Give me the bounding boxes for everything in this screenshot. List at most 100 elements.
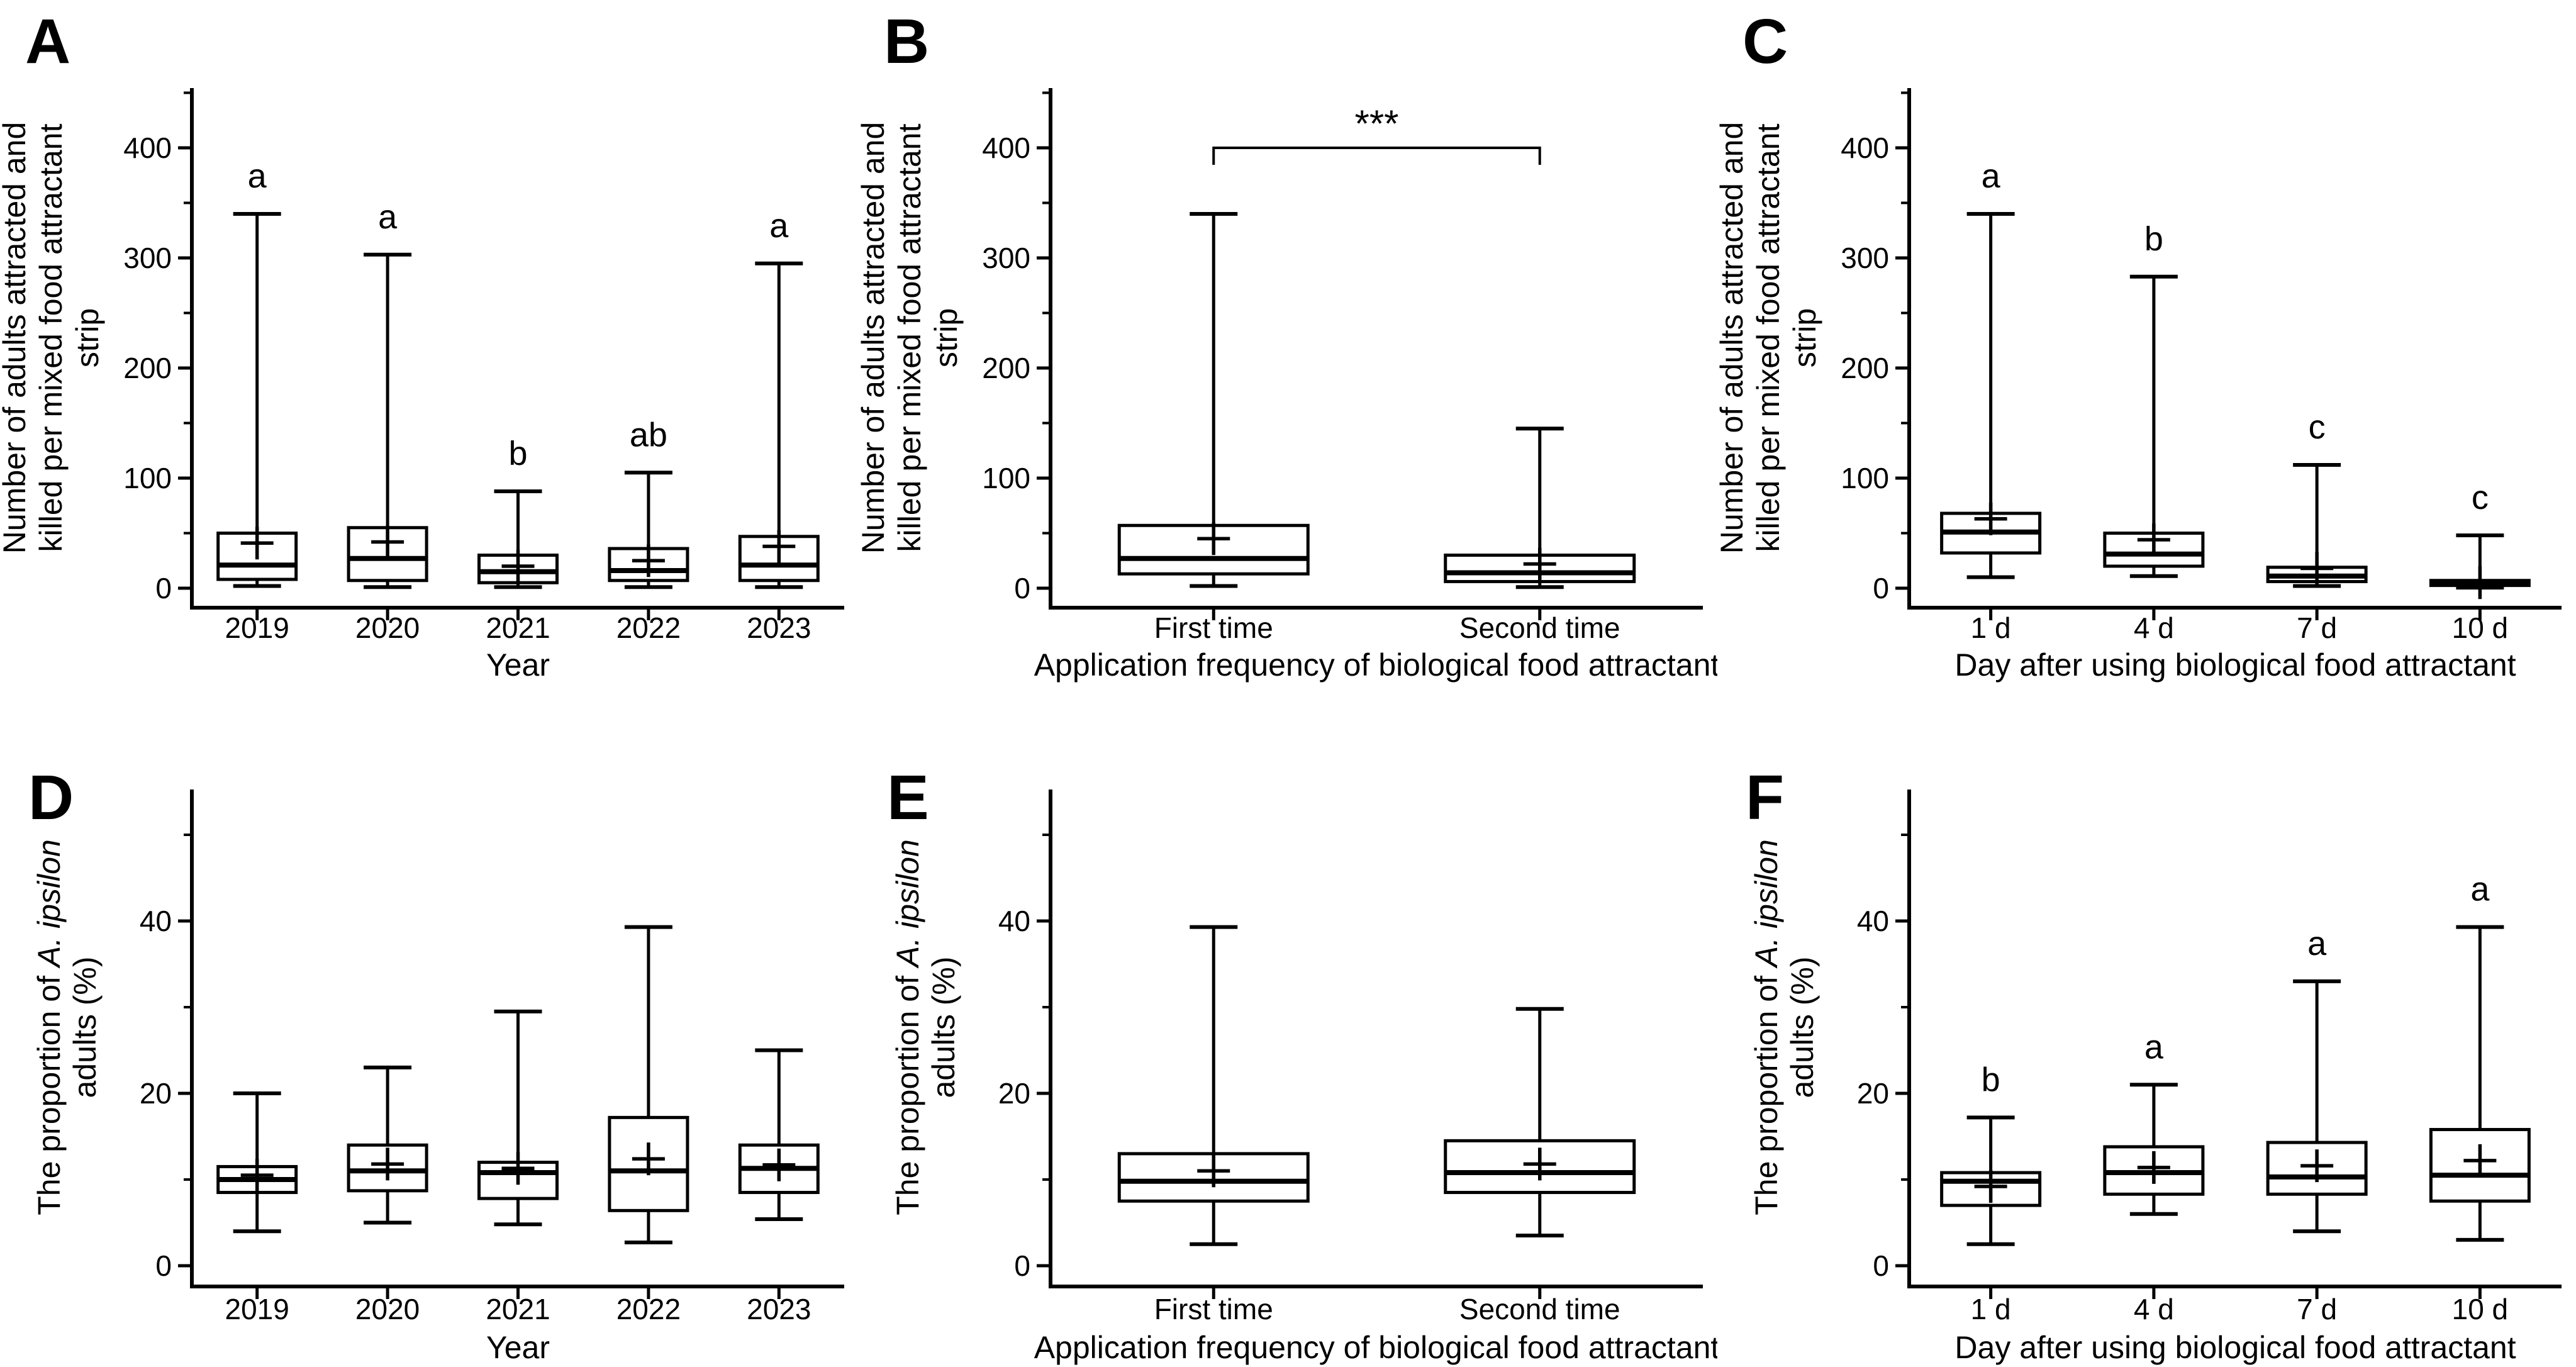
y-tick-label: 0: [1014, 1249, 1030, 1282]
significance-letter: b: [1982, 1061, 2000, 1098]
x-category-label: 1 d: [1971, 1293, 2011, 1325]
panel-F-x-axis-label: Day after using biological food attracta…: [1954, 1330, 2516, 1365]
significance-letter: c: [2309, 408, 2326, 446]
y-tick-label: 20: [140, 1077, 172, 1110]
panel-F-y-axis-label-line-1: The proportion of A. ipsilon: [1749, 839, 1784, 1215]
panel-B-box-First-time: First time: [1117, 212, 1310, 644]
panel-A-box-2022: ab 2022: [608, 416, 689, 644]
panel-E-box-First-time: First time: [1117, 925, 1310, 1325]
y-tick-label: 200: [1841, 352, 1889, 384]
x-category-label: 2021: [486, 1293, 550, 1325]
y-tick-label: 0: [1014, 572, 1030, 605]
x-category-label: Second time: [1459, 1293, 1620, 1325]
x-category-label: 2022: [616, 611, 681, 644]
panel-E-box-Second-time: Second time: [1444, 1007, 1636, 1325]
panel-A: A Number of adults attracted and killed pe…: [0, 6, 844, 683]
panel-C-box-7-d: c 7 d: [2266, 408, 2368, 644]
x-category-label: First time: [1154, 1293, 1273, 1325]
significance-letter: a: [2470, 871, 2490, 908]
panel-A-box-2019: a 2019: [216, 157, 298, 644]
panel-E-x-axis-label: Application frequency of biological food…: [1034, 1330, 1717, 1365]
panel-C-y-axis-label-line-2: killed per mixed food attractant: [1751, 123, 1786, 552]
panel-F-box-4-d: a 4 d: [2103, 1028, 2205, 1325]
significance-letter: a: [378, 198, 398, 236]
y-tick-label: 40: [998, 905, 1030, 937]
significance-bracket: [1212, 147, 1541, 165]
panel-C-box-1-d: a 1 d: [1940, 157, 2042, 644]
y-tick-label: 20: [998, 1077, 1030, 1110]
significance-letter: a: [2144, 1028, 2164, 1066]
x-category-label: 2020: [355, 1293, 420, 1325]
x-category-label: 7 d: [2297, 1293, 2337, 1325]
panel-C-x-axis-label: Day after using biological food attracta…: [1954, 647, 2516, 683]
panel-F-box-7-d: a 7 d: [2266, 925, 2368, 1325]
x-category-label: 4 d: [2134, 611, 2174, 644]
panel-F-box-1-d: b 1 d: [1940, 1061, 2042, 1325]
x-category-label: 10 d: [2452, 611, 2509, 644]
x-category-label: First time: [1154, 611, 1273, 644]
panel-C-letter: C: [1742, 6, 1788, 77]
panel-D-letter: D: [28, 762, 74, 833]
panel-D-box-2019: 2019: [216, 1091, 298, 1325]
y-tick-label: 300: [1841, 242, 1889, 274]
y-tick-label: 400: [982, 131, 1030, 164]
significance-stars: ***: [1354, 103, 1398, 145]
panel-B-x-axis-label: Application frequency of biological food…: [1034, 647, 1717, 683]
y-tick-label: 100: [982, 462, 1030, 494]
panel-D-box-2020: 2020: [347, 1065, 428, 1325]
panel-C-box-10-d: c 10 d: [2429, 479, 2531, 644]
x-category-label: 2021: [486, 611, 550, 644]
y-tick-label: 0: [1873, 1249, 1889, 1282]
panel-D-y-axis-label-line-2: adults (%): [67, 956, 103, 1098]
panel-A-y-axis-label-line-2: killed per mixed food attractant: [33, 123, 69, 552]
y-tick-label: 300: [123, 242, 172, 274]
panel-B-y-axis-label-line-1: Number of adults attracted and: [859, 122, 891, 554]
significance-letter: b: [2144, 220, 2163, 258]
significance-letter: b: [508, 435, 527, 472]
panel-B: B Number of adults attracted and killed pe…: [859, 6, 1717, 683]
panel-A-x-axis-label: Year: [486, 647, 550, 683]
panel-B-box-Second-time: Second time: [1444, 427, 1636, 644]
y-tick-label: 200: [123, 352, 172, 384]
x-category-label: 2020: [355, 611, 420, 644]
y-tick-label: 0: [155, 1249, 172, 1282]
y-tick-label: 400: [1841, 131, 1889, 164]
panel-D-x-axis-label: Year: [486, 1330, 550, 1365]
x-category-label: 4 d: [2134, 1293, 2174, 1325]
panel-A-box-2023: a 2023: [738, 207, 820, 644]
x-category-label: 2019: [225, 611, 289, 644]
significance-letter: a: [769, 207, 789, 245]
panel-C-box-4-d: b 4 d: [2103, 220, 2205, 644]
x-category-label: Second time: [1459, 611, 1620, 644]
y-tick-label: 40: [140, 905, 172, 937]
x-category-label: 1 d: [1971, 611, 2011, 644]
x-category-label: 2023: [747, 611, 811, 644]
panel-E-y-axis-label-line-2: adults (%): [926, 956, 961, 1098]
x-category-label: 7 d: [2297, 611, 2337, 644]
y-tick-label: 40: [1857, 905, 1889, 937]
panel-C-y-axis-label-line-3: strip: [1787, 308, 1822, 367]
panel-D-box-2022: 2022: [608, 925, 689, 1325]
panel-D-y-axis-label-line-1: The proportion of A. ipsilon: [31, 839, 67, 1215]
y-tick-label: 0: [1873, 572, 1889, 605]
panel-A-letter: A: [25, 6, 70, 77]
panel-B-y-axis-label-line-3: strip: [928, 308, 964, 367]
panel-B-y-axis-label-line-2: killed per mixed food attractant: [892, 123, 927, 552]
significance-letter: a: [1982, 157, 2001, 195]
x-category-label: 2022: [616, 1293, 681, 1325]
significance-letter: a: [2307, 925, 2327, 962]
x-category-label: 10 d: [2452, 1293, 2509, 1325]
panel-A-y-axis-label-line-3: strip: [70, 308, 105, 367]
panel-C-y-axis-label-line-1: Number of adults attracted and: [1717, 122, 1749, 554]
panel-D-box-2021: 2021: [477, 1009, 559, 1325]
panel-F-letter: F: [1746, 762, 1784, 833]
y-tick-label: 100: [1841, 462, 1889, 494]
significance-letter: ab: [630, 416, 667, 454]
y-tick-label: 20: [1857, 1077, 1889, 1110]
panel-A-box-2021: b 2021: [477, 435, 559, 644]
panel-D-box-2023: 2023: [738, 1048, 820, 1325]
panel-F-box-10-d: a 10 d: [2429, 871, 2531, 1325]
